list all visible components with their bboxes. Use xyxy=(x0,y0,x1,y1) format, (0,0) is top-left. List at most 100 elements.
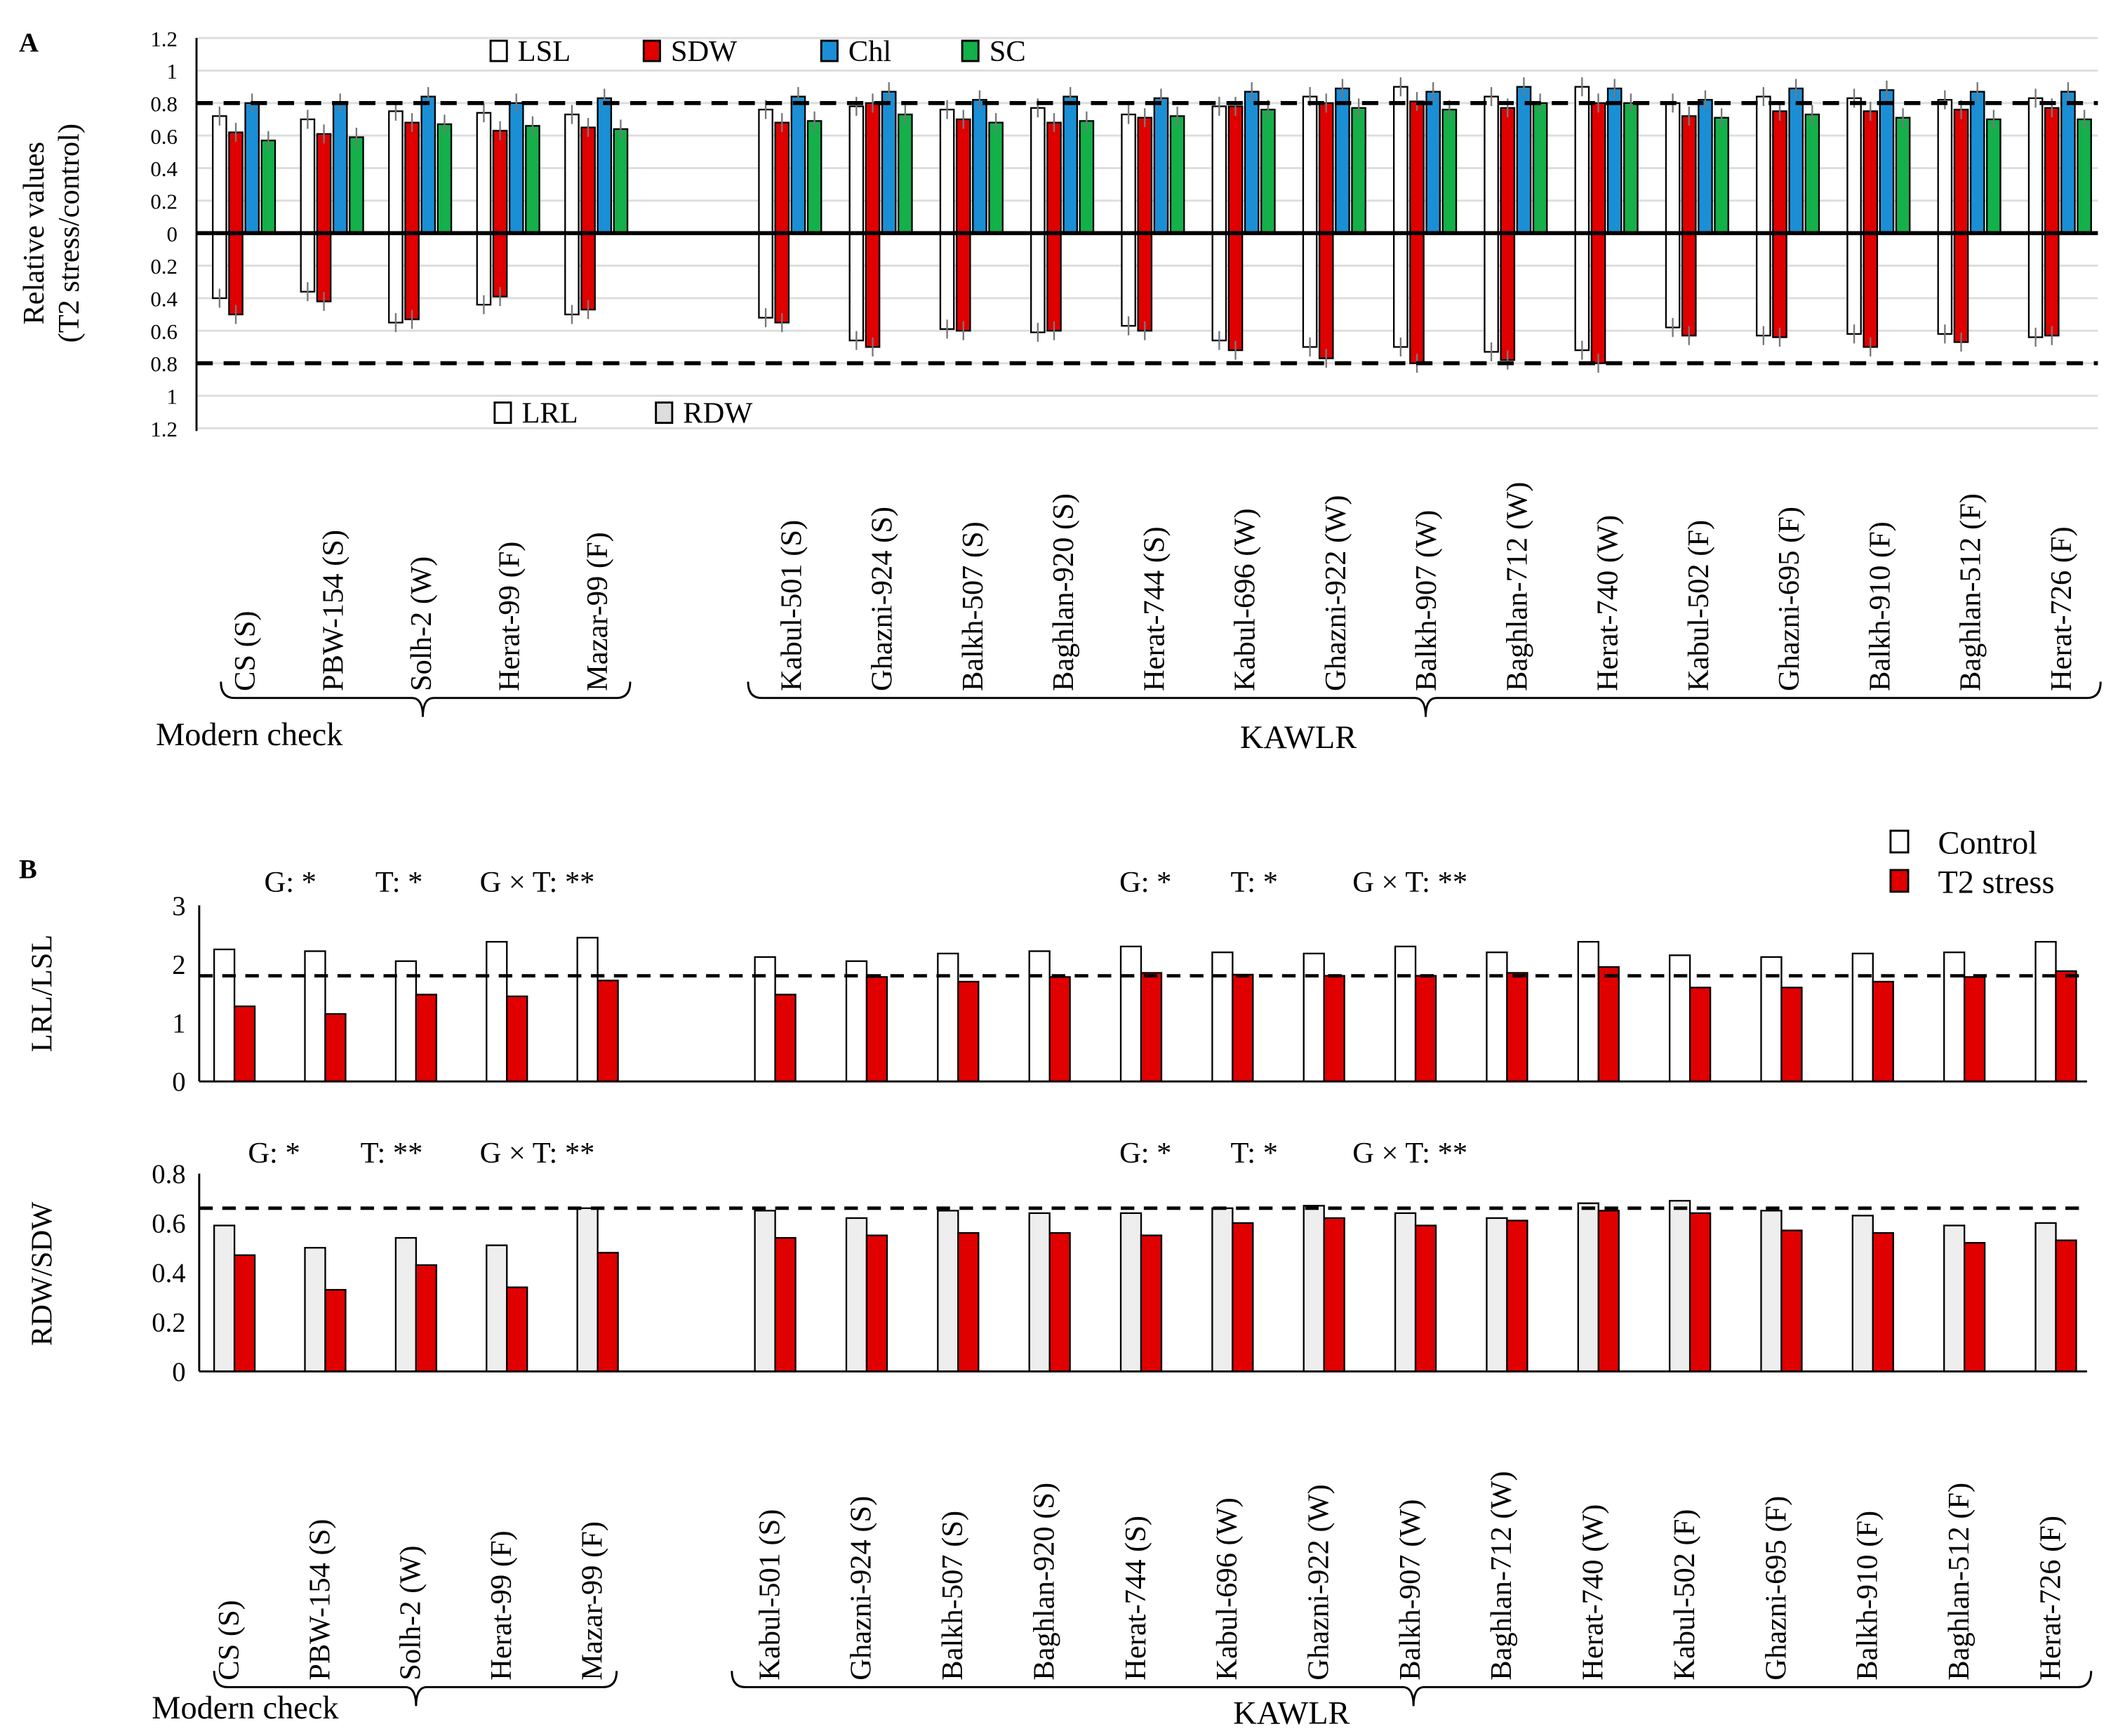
y-tick-label: 0.6 xyxy=(152,1209,185,1238)
bar-t2-stress xyxy=(1872,1231,1894,1373)
bar-rdw xyxy=(228,232,244,316)
y-tick-label: 1.2 xyxy=(150,27,178,51)
bar-control xyxy=(1943,1224,1966,1373)
bar-t2-stress xyxy=(1597,1210,1620,1373)
group-bracket xyxy=(747,681,2102,717)
bar-sc xyxy=(1169,115,1185,234)
group-label-kawlr-a: KAWLR xyxy=(1240,720,1357,756)
bar-sdw xyxy=(774,121,790,234)
bar-control xyxy=(1028,950,1051,1083)
genotype-label-a: Ghazni-695 (F) xyxy=(1773,507,1806,691)
bar-lrl xyxy=(1665,232,1681,328)
bar-t2-stress xyxy=(1597,966,1620,1083)
bar-chl xyxy=(881,91,897,234)
bar-sc xyxy=(806,120,822,234)
bar-t2-stress xyxy=(1140,972,1163,1083)
panel-b-rdw-sdw-chart: 0 0.2 0.4 0.6 0.8 G: * T: ** G × T: ** G: * T: * G… xyxy=(152,1137,2087,1387)
bar-control xyxy=(394,960,418,1083)
bar-sc xyxy=(898,113,913,234)
bar-chl xyxy=(332,102,348,234)
genotype-label-a: Balkh-907 (W) xyxy=(1410,510,1443,691)
bar-control xyxy=(1394,945,1417,1083)
bar-control xyxy=(304,950,326,1083)
genotype-label-b: Baghlan-512 (F) xyxy=(1943,1483,1976,1681)
bar-lrl xyxy=(2027,232,2044,338)
bar-sdw xyxy=(1772,110,1787,234)
bar-t2-stress xyxy=(865,976,888,1083)
bar-sc xyxy=(1623,102,1639,234)
bar-lsl xyxy=(1484,95,1499,234)
genotype-label-a: Herat-744 (S) xyxy=(1138,526,1171,691)
legend-label-sdw: SDW xyxy=(671,35,737,68)
legend-swatch-lsl xyxy=(489,39,508,62)
bar-t2-stress xyxy=(865,1234,888,1373)
genotype-label-a: Baghlan-512 (F) xyxy=(1954,493,1987,691)
bar-control xyxy=(1211,952,1234,1083)
bar-rdw xyxy=(1772,232,1787,338)
bar-control xyxy=(1119,945,1143,1083)
bar-control xyxy=(1028,1212,1051,1373)
y-tick-label: 2 xyxy=(172,950,185,980)
bar-lsl xyxy=(212,115,227,234)
bar-control xyxy=(1394,1212,1417,1373)
bar-t2-stress xyxy=(1232,973,1254,1083)
bar-sc xyxy=(349,136,364,234)
bar-control xyxy=(486,940,508,1083)
bar-rdw xyxy=(1137,232,1153,332)
significance-annotation: G: * xyxy=(248,1137,300,1170)
y-axis-title-a: Relative values xyxy=(18,142,51,325)
bar-sc xyxy=(1260,108,1276,234)
bar-chl xyxy=(1244,91,1260,234)
bar-chl xyxy=(1969,91,1985,234)
significance-annotation: G × T: ** xyxy=(1352,866,1467,899)
legend-label-t2-stress: T2 stress xyxy=(1938,865,2055,901)
legend-label-lrl: LRL xyxy=(521,397,578,430)
bar-t2-stress xyxy=(1964,976,1986,1083)
genotype-label-b: Ghazni-922 (W) xyxy=(1303,1484,1335,1680)
genotype-label-b: Ghazni-924 (S) xyxy=(845,1496,878,1681)
genotype-label-b: Balkh-907 (W) xyxy=(1394,1499,1427,1680)
significance-annotation: G × T: ** xyxy=(480,866,595,899)
significance-annotation: G: * xyxy=(1119,1137,1171,1170)
bar-sdw xyxy=(1409,100,1425,234)
bar-control xyxy=(304,1247,326,1373)
group-bracket xyxy=(213,1671,618,1707)
bar-lrl xyxy=(1846,232,1862,335)
bar-t2-stress xyxy=(957,1231,980,1373)
genotype-label-b: Mazar-99 (F) xyxy=(575,1521,608,1681)
bar-sc xyxy=(437,123,453,234)
genotype-label-b: Balkh-910 (F) xyxy=(1851,1511,1884,1681)
bar-lrl xyxy=(1937,232,1953,335)
bar-rdw xyxy=(1863,232,1879,348)
genotype-label-a: Herat-726 (F) xyxy=(2045,526,2078,691)
bar-sc xyxy=(2077,118,2092,234)
bar-chl xyxy=(1425,91,1441,234)
genotype-labels: CS (S) CS (S) PBW-154 (S) PBW-154 (S) Solh-2… xyxy=(152,482,2102,1732)
genotype-label-b: Kabul-502 (F) xyxy=(1668,1509,1701,1681)
bar-t2-stress xyxy=(324,1288,347,1373)
bar-t2-stress xyxy=(415,1264,437,1373)
genotype-label-b: Herat-726 (F) xyxy=(2034,1516,2067,1681)
bar-chl xyxy=(1606,87,1623,234)
bar-lsl xyxy=(1937,99,1953,234)
genotype-label-a: Balkh-910 (F) xyxy=(1863,521,1896,691)
legend-swatch-sdw xyxy=(642,39,661,62)
y-tick-label: 0.4 xyxy=(150,156,178,181)
bar-lrl xyxy=(564,232,580,316)
genotype-label-a: Ghazni-922 (W) xyxy=(1319,495,1352,691)
group-bracket xyxy=(731,1671,2093,1707)
bar-t2-stress xyxy=(1964,1241,1986,1373)
bar-sdw xyxy=(1953,108,1969,234)
bar-t2-stress xyxy=(597,980,619,1083)
bar-rdw xyxy=(1409,232,1425,364)
group-label-modern-a: Modern check xyxy=(156,717,343,753)
bar-sdw xyxy=(1681,115,1697,234)
bar-t2-stress xyxy=(506,995,528,1083)
y-tick-label: 1 xyxy=(172,1009,185,1039)
bar-lrl xyxy=(1302,232,1318,348)
y-tick-label: 0.2 xyxy=(150,254,178,279)
bar-control xyxy=(1211,1207,1234,1373)
bar-lrl xyxy=(1393,232,1408,348)
bar-lrl xyxy=(1121,232,1136,327)
